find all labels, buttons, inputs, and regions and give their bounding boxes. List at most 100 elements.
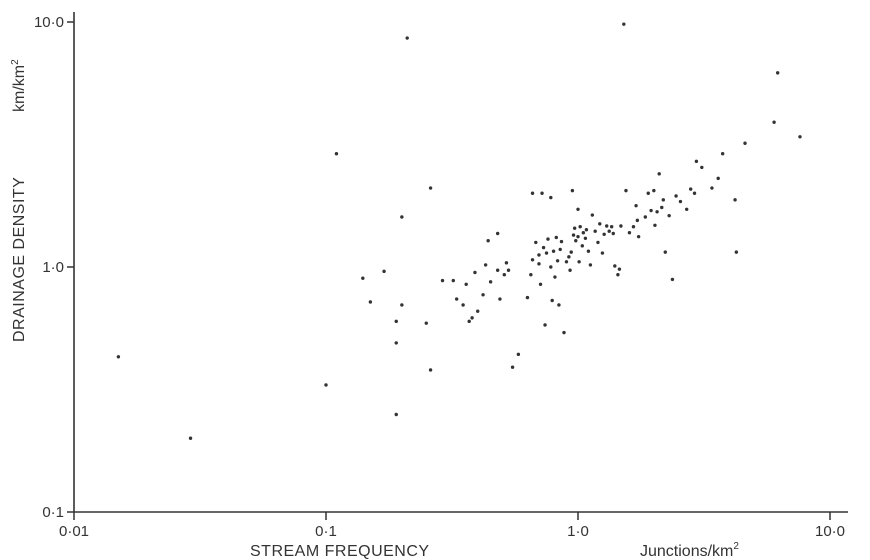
data-point [657,172,661,176]
y-tick-label: 1·0 [42,259,64,276]
data-point [611,231,615,236]
data-point [481,293,485,297]
data-point [569,250,573,254]
data-point [570,188,575,193]
x-tick-label: 0·01 [59,523,89,540]
data-point [634,203,638,208]
data-point [605,224,609,228]
data-point [743,141,747,145]
data-point [568,268,572,272]
data-point [586,249,591,253]
data-point [567,255,571,259]
data-point [678,199,683,204]
data-point [692,191,697,195]
data-point [564,260,569,264]
data-point [553,275,557,279]
data-point [670,277,675,282]
data-point [405,36,409,40]
data-point [588,263,593,267]
data-point [562,330,566,335]
data-point [772,120,776,124]
data-point [655,210,659,214]
data-point [600,251,605,255]
data-point [619,224,623,228]
data-point [502,273,507,277]
data-point [470,316,474,320]
data-point [544,251,549,255]
data-point [428,186,433,190]
y-axis-unit-superscript: 2 [10,59,21,65]
data-point [530,258,535,262]
data-point [710,186,714,190]
data-point [580,244,584,248]
data-point [495,231,500,236]
data-point [488,280,493,284]
data-point [559,239,564,244]
data-point [538,282,543,286]
data-point [584,227,589,232]
data-point [361,276,365,280]
data-point [667,213,671,218]
data-point [593,229,597,233]
x-tick-label: 1·0 [567,523,589,540]
data-point [551,249,556,253]
data-point [424,321,428,325]
x-tick-label: 10·0 [815,523,845,540]
data-point [733,198,737,202]
data-point [557,303,561,307]
data-point [486,239,490,243]
data-point [476,309,480,313]
data-point [688,187,693,191]
data-point [578,225,582,229]
data-point [324,383,328,387]
data-point [554,235,558,240]
x-axis-label: STREAM FREQUENCY [250,543,430,560]
data-point [504,261,509,265]
y-tick-label: 0·1 [42,504,64,521]
data-point [451,278,455,283]
data-point [454,297,459,301]
data-point [495,268,500,272]
data-point [581,231,586,235]
data-point [464,282,468,286]
data-point [716,176,720,181]
data-point [498,297,502,301]
data-point [400,215,404,219]
data-point [394,341,398,345]
axes [73,12,848,513]
data-point [334,152,339,156]
data-point [622,22,626,26]
data-point [576,207,580,211]
data-point [653,223,657,227]
data-point [382,269,386,274]
data-point [646,191,650,195]
data-point [694,159,699,164]
data-point [571,233,576,237]
data-point [720,152,725,156]
data-point [576,234,580,239]
data-point [660,205,664,210]
data-point [550,298,554,303]
data-point [461,303,465,307]
data-point [534,240,538,245]
data-point [590,213,595,217]
data-point [598,222,602,226]
data-point [549,265,553,269]
data-point [558,247,562,252]
tick-labels: 0·01 0·1 1·0 10·0 0·1 1·0 10·0 [34,14,845,540]
data-point [661,198,665,202]
data-point [616,273,620,277]
y-axis-unit-text: km/km [11,65,28,112]
data-point [543,323,547,327]
data-point [116,355,121,359]
data-point [574,239,578,243]
data-point [483,263,488,267]
data-point [631,225,636,229]
data-point [627,231,632,235]
data-point [440,278,445,283]
data-point [546,237,550,241]
data-point [525,295,530,300]
data-point [549,195,553,200]
data-point [555,259,560,263]
